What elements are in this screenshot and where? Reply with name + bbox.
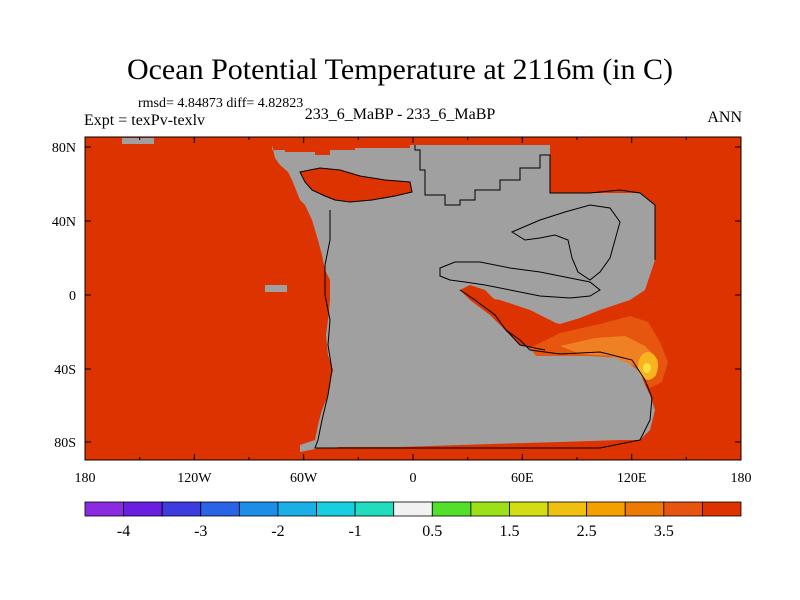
x-tick-label: 60E [511, 471, 534, 486]
colorbar-label: -1 [348, 523, 361, 540]
east-gulf [550, 145, 740, 193]
colorbar-swatch [200, 501, 240, 517]
colorbar-label: -4 [117, 523, 130, 540]
colorbar-label: 3.5 [654, 523, 674, 540]
coastline-island [439, 261, 601, 299]
map-title: Ocean Potential Temperature at 2116m (in… [126, 53, 674, 86]
east-peninsula [512, 205, 620, 280]
season-label: ANN [707, 109, 742, 126]
coastline-west [314, 210, 653, 449]
x-tick-label: 180 [75, 471, 96, 486]
colorbar-swatch [316, 501, 356, 517]
colorbar-swatch [702, 501, 742, 517]
anomaly-peak [643, 363, 651, 373]
map-ticks: 180 120W 60W 0 60E 120E 180 80N 40N 0 40S 80S [52, 137, 752, 486]
colorbar-swatch [123, 501, 163, 517]
x-tick-label: 180 [731, 471, 752, 486]
colorbar-swatch [354, 501, 395, 517]
colorbar-swatch [393, 501, 433, 517]
colorbar-swatch [586, 501, 626, 517]
anomaly-mid [560, 336, 658, 380]
colorbar-swatch [84, 501, 124, 517]
coastline-northern-bay [299, 167, 413, 203]
colorbar: -4 -3 -2 -1 0.5 1.5 2.5 3.5 [84, 501, 742, 540]
colorbar-label: -3 [194, 523, 207, 540]
colorbar-swatch [161, 501, 202, 517]
colorbar-swatch [238, 501, 279, 517]
colorbar-label: 0.5 [422, 523, 442, 540]
mid-ocean-islet [265, 285, 287, 292]
colorbar-label: 1.5 [499, 523, 519, 540]
colorbar-swatch [509, 501, 549, 517]
coastline-peninsula [510, 204, 621, 281]
northern-bay [300, 168, 412, 202]
colorbar-swatch [277, 501, 317, 517]
case-label: 233_6_MaBP - 233_6_MaBP [304, 106, 496, 123]
y-tick-label: 80S [54, 436, 76, 451]
colorbar-swatch [547, 501, 588, 517]
experiment-label: Expt = texPv-texlv [84, 112, 206, 129]
coastline-main [414, 145, 656, 260]
colorbar-label: -2 [271, 523, 284, 540]
colorbar-swatch [431, 501, 472, 517]
x-tick-label: 60W [290, 471, 318, 486]
colorbar-swatch [663, 501, 703, 517]
y-tick-label: 80N [52, 141, 76, 156]
y-tick-label: 0 [69, 289, 76, 304]
coastline-gulf [459, 289, 546, 351]
y-tick-label: 40N [52, 215, 76, 230]
x-tick-label: 0 [410, 471, 417, 486]
land-masses [122, 138, 655, 452]
x-tick-label: 120E [617, 471, 647, 486]
coastline [299, 145, 656, 449]
y-tick-label: 40S [54, 363, 76, 378]
inland-sea-island [440, 262, 600, 298]
arctic-islet [122, 138, 154, 144]
colorbar-swatch [470, 501, 510, 517]
x-tick-label: 120W [177, 471, 212, 486]
stats-label: rmsd= 4.84873 diff= 4.82823 [138, 96, 304, 111]
colorbar-label: 2.5 [577, 523, 597, 540]
colorbar-swatch [624, 501, 665, 517]
